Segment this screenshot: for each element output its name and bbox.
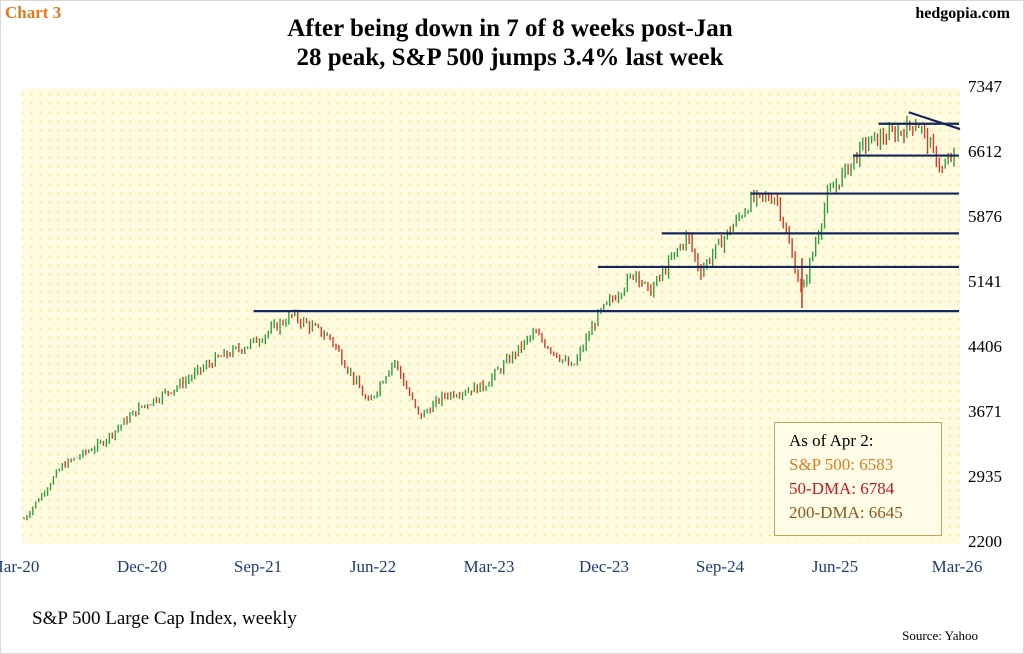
x-tick-label: Dec-23 xyxy=(579,557,629,576)
y-tick-label: 5141 xyxy=(968,272,1002,291)
support-lines xyxy=(253,111,961,313)
x-tick-label: Mar-20 xyxy=(0,557,39,576)
y-axis: 2200 2935 3671 4406 5141 5876 6612 7347 xyxy=(968,77,1003,551)
legend-sp500: S&P 500: 6583 xyxy=(789,455,894,474)
trend-line xyxy=(908,111,961,131)
x-tick-label: Sep-24 xyxy=(696,557,745,576)
x-tick-label: Jun-25 xyxy=(812,557,858,576)
chart-title-line-1: After being down in 7 of 8 weeks post-Ja… xyxy=(287,15,733,42)
y-tick-label: 3671 xyxy=(968,402,1002,421)
chart-number-label: Chart 3 xyxy=(5,3,62,22)
legend-50dma: 50-DMA: 6784 xyxy=(789,479,895,498)
legend-box: As of Apr 2: S&P 500: 6583 50-DMA: 6784 … xyxy=(774,422,942,536)
legend-200dma: 200-DMA: 6645 xyxy=(789,503,903,522)
chart-title-line-2: 28 peak, S&P 500 jumps 3.4% last week xyxy=(296,44,724,71)
y-tick-label: 2200 xyxy=(968,532,1002,551)
y-tick-label: 5876 xyxy=(968,207,1002,226)
chart-subtitle: S&P 500 Large Cap Index, weekly xyxy=(32,608,297,629)
source-label: Source: Yahoo xyxy=(902,628,978,643)
y-tick-label: 4406 xyxy=(968,337,1002,356)
x-tick-label: Dec-20 xyxy=(117,557,167,576)
brand-label: hedgopia.com xyxy=(915,5,1010,22)
y-tick-label: 7347 xyxy=(968,77,1003,96)
x-tick-label: Mar-23 xyxy=(464,557,515,576)
x-tick-label: Mar-26 xyxy=(932,557,983,576)
chart-title: After being down in 7 of 8 weeks post-Ja… xyxy=(200,14,820,72)
x-tick-label: Jun-22 xyxy=(350,557,396,576)
y-tick-label: 2935 xyxy=(968,467,1002,486)
x-tick-label: Sep-21 xyxy=(234,557,282,576)
x-axis: Mar-20 Dec-20 Sep-21 Jun-22 Mar-23 Dec-23 Sep-… xyxy=(0,557,982,576)
legend-asof: As of Apr 2: xyxy=(789,431,874,450)
price-bars xyxy=(23,115,955,521)
y-tick-label: 6612 xyxy=(968,142,1002,161)
